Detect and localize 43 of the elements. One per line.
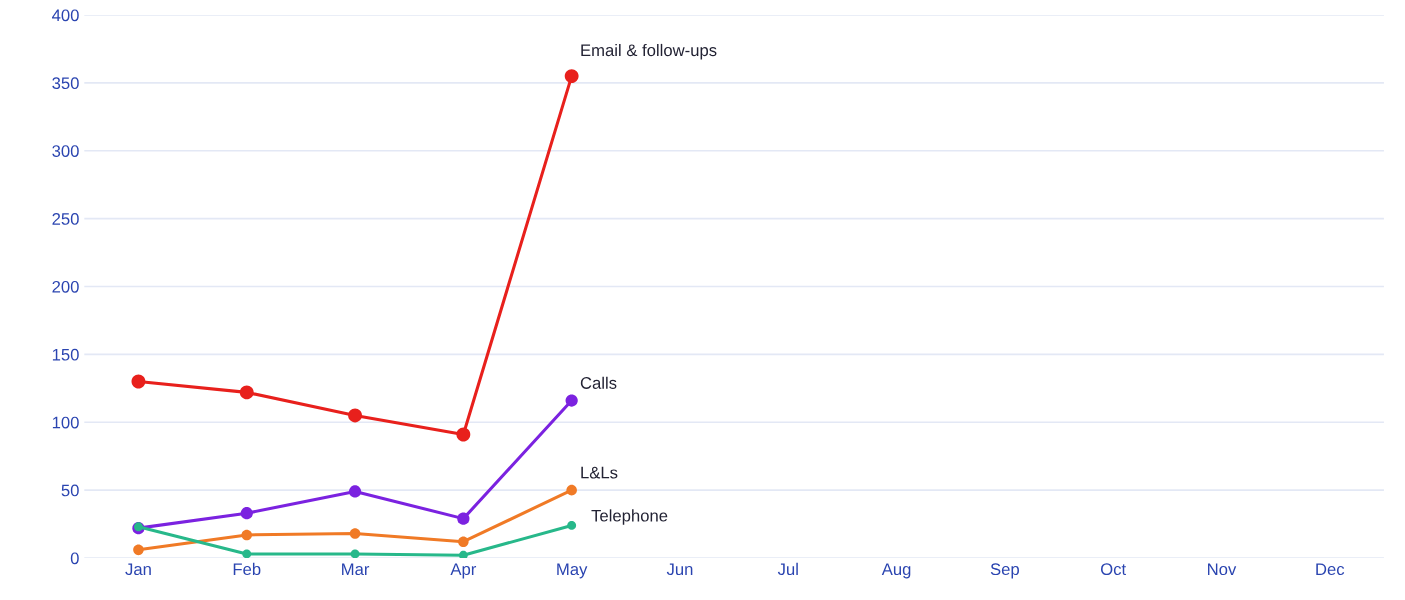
point xyxy=(348,485,362,498)
x-tick-label: Mar xyxy=(342,563,370,576)
point xyxy=(348,408,362,423)
y-tick-label: 400 xyxy=(52,9,79,22)
point xyxy=(564,69,579,84)
point xyxy=(457,512,470,525)
x-tick-label: Jul xyxy=(777,562,798,576)
x-tick-label: Jun xyxy=(666,563,693,576)
point xyxy=(131,374,146,389)
point xyxy=(349,528,361,539)
point xyxy=(241,529,253,541)
x-tick-label: Aug xyxy=(881,563,911,579)
x-tick-label: Dec xyxy=(1316,563,1345,576)
y-tick-label: 50 xyxy=(61,484,79,497)
point xyxy=(350,549,360,558)
point xyxy=(242,549,252,558)
point xyxy=(239,385,254,400)
point xyxy=(456,427,471,442)
point xyxy=(458,536,469,547)
x-tick-label: Oct xyxy=(1101,563,1127,576)
series-label: Email & follow-ups xyxy=(581,43,717,60)
x-tick-label: Jan xyxy=(125,563,151,576)
y-tick-label: 200 xyxy=(52,280,79,293)
y-tick-label: 0 xyxy=(70,552,79,565)
point xyxy=(567,520,577,530)
x-tick-label: Apr xyxy=(450,563,477,579)
point xyxy=(458,550,468,558)
y-tick-label: 100 xyxy=(52,416,79,429)
point xyxy=(133,544,144,556)
x-tick-label: Nov xyxy=(1208,563,1237,576)
y-tick-label: 300 xyxy=(52,145,79,157)
y-tick-label: 250 xyxy=(52,213,79,225)
x-tick-label: Sep xyxy=(990,563,1019,579)
y-tick-label: 150 xyxy=(52,348,79,361)
point xyxy=(566,484,577,496)
point xyxy=(240,507,253,520)
x-tick-label: May xyxy=(557,563,588,579)
point xyxy=(565,394,578,407)
series-label: Telephone xyxy=(591,509,668,525)
y-tick-label: 350 xyxy=(52,77,79,90)
series-label: L&Ls xyxy=(581,466,618,479)
x-tick-label: Feb xyxy=(233,562,261,576)
series-label: Calls xyxy=(580,376,617,389)
